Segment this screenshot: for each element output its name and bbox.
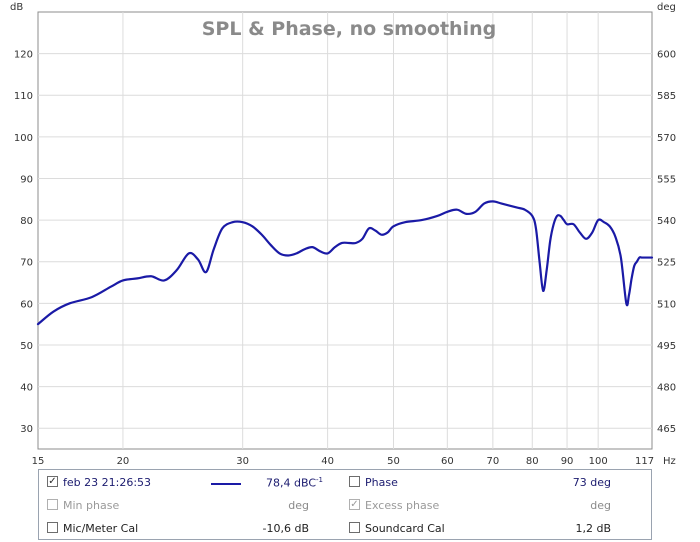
- y-tick-label: 60: [20, 299, 33, 310]
- excess-phase-label: Excess phase: [365, 499, 440, 512]
- min-phase-checkbox[interactable]: [47, 499, 58, 510]
- excess-phase-checkbox[interactable]: ✓: [349, 499, 360, 510]
- min-phase-value: deg: [288, 499, 309, 512]
- soundcard-cal-label: Soundcard Cal: [365, 522, 445, 535]
- spl-value: 78,4 dBC-1: [266, 476, 323, 490]
- y2-axis-unit: deg: [657, 2, 676, 13]
- spl-phase-chart[interactable]: 30 40 50 60 70 80 90 100 110 120 465 480 495 510 525 5…: [0, 0, 700, 470]
- x-tick-label: 90: [561, 456, 574, 467]
- x-tick-label: 30: [236, 456, 249, 467]
- x-axis-unit: Hz: [663, 456, 676, 467]
- phase-checkbox[interactable]: [349, 476, 360, 487]
- measurement-checkbox[interactable]: ✓: [47, 476, 58, 487]
- x-tick-label: 100: [589, 456, 608, 467]
- x-tick-label: 50: [387, 456, 400, 467]
- plot-area: [37, 11, 653, 450]
- grid-lines: [38, 12, 652, 449]
- left-axis-ticks: 30 40 50 60 70 80 90 100 110 120: [14, 50, 33, 436]
- x-tick-label: 80: [526, 456, 539, 467]
- y2-tick-label: 585: [657, 91, 676, 102]
- x-axis-ticks: 15 20 30 40 50 60 70 80 90 100 117: [32, 456, 654, 467]
- legend-row-min-phase: Min phase deg ✓ Excess phase deg: [39, 495, 651, 517]
- y-tick-label: 110: [14, 91, 33, 102]
- y-tick-label: 50: [20, 341, 33, 352]
- y2-tick-label: 600: [657, 50, 676, 61]
- y2-tick-label: 555: [657, 174, 676, 185]
- x-tick-label: 117: [635, 456, 654, 467]
- y-tick-label: 30: [20, 424, 33, 435]
- phase-value: 73 deg: [572, 476, 611, 489]
- legend-row-cal: Mic/Meter Cal -10,6 dB Soundcard Cal 1,2…: [39, 518, 651, 540]
- legend-panel: ✓ feb 23 21:26:53 78,4 dBC-1 Phase 73 de…: [38, 469, 652, 540]
- chart-title: SPL & Phase, no smoothing: [202, 18, 496, 40]
- x-tick-label: 70: [486, 456, 499, 467]
- soundcard-cal-checkbox[interactable]: [349, 522, 360, 533]
- measurement-label: feb 23 21:26:53: [63, 476, 152, 489]
- phase-label: Phase: [365, 476, 398, 489]
- y-tick-label: 120: [14, 50, 33, 61]
- x-tick-label: 20: [117, 456, 130, 467]
- y2-tick-label: 510: [657, 299, 676, 310]
- y-axis-unit: dB: [10, 2, 23, 13]
- series-color-swatch: [211, 483, 241, 485]
- soundcard-cal-value: 1,2 dB: [575, 522, 611, 535]
- excess-phase-value: deg: [590, 499, 611, 512]
- y2-tick-label: 480: [657, 383, 676, 394]
- y-tick-label: 40: [20, 383, 33, 394]
- y-tick-label: 70: [20, 258, 33, 269]
- min-phase-label: Min phase: [63, 499, 120, 512]
- y2-tick-label: 495: [657, 341, 676, 352]
- mic-cal-label: Mic/Meter Cal: [63, 522, 139, 535]
- y2-tick-label: 525: [657, 258, 676, 269]
- mic-cal-value: -10,6 dB: [262, 522, 310, 535]
- x-tick-label: 60: [441, 456, 454, 467]
- x-tick-label: 15: [32, 456, 45, 467]
- spl-series-line: [36, 200, 654, 326]
- y2-tick-label: 540: [657, 216, 676, 227]
- y-tick-label: 100: [14, 133, 33, 144]
- right-axis-ticks: 465 480 495 510 525 540 555 570 585 600: [657, 50, 676, 436]
- y2-tick-label: 570: [657, 133, 676, 144]
- y-tick-label: 80: [20, 216, 33, 227]
- mic-cal-checkbox[interactable]: [47, 522, 58, 533]
- legend-row-measurement: ✓ feb 23 21:26:53 78,4 dBC-1 Phase 73 de…: [39, 472, 651, 494]
- y-tick-label: 90: [20, 174, 33, 185]
- y2-tick-label: 465: [657, 424, 676, 435]
- x-tick-label: 40: [321, 456, 334, 467]
